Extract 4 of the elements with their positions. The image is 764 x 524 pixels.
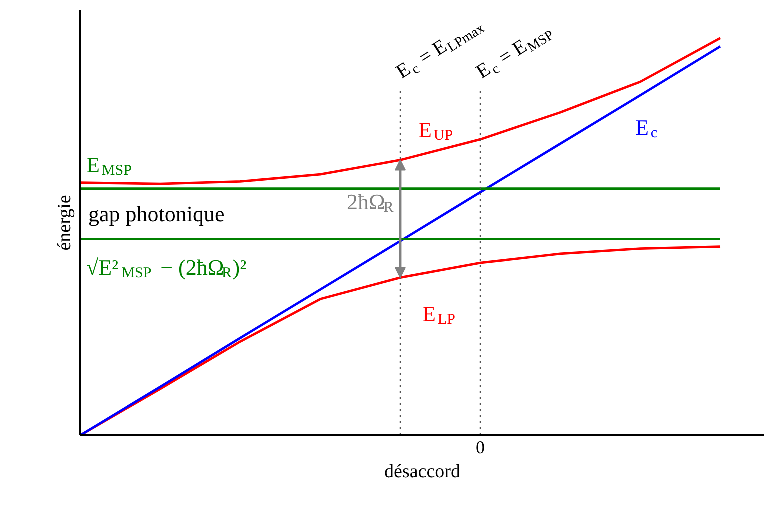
- annotation: gap photonique: [88, 202, 225, 227]
- text: 0: [476, 438, 485, 458]
- y-axis-title: énergie: [54, 195, 76, 251]
- x-axis-title: désaccord: [384, 462, 461, 482]
